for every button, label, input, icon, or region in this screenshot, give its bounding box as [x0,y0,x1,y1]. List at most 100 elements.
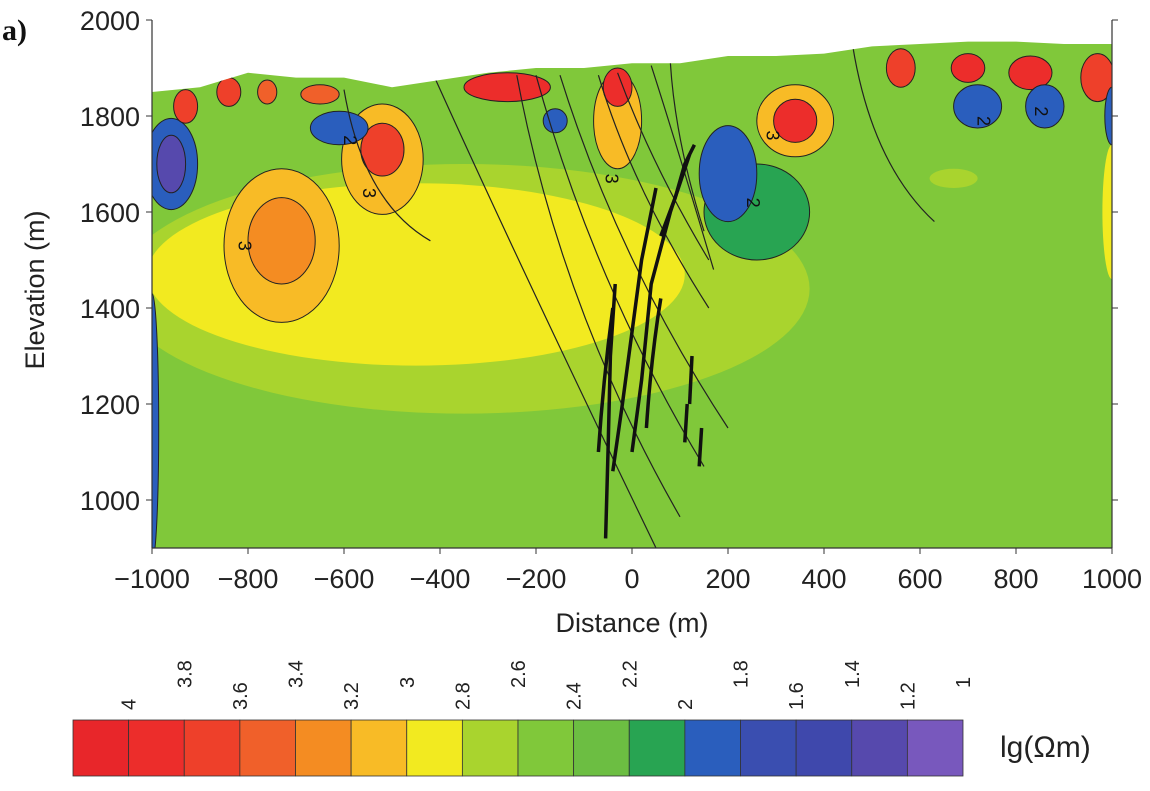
colorbar-label: 3 [397,677,419,688]
colorbar-label: 1.2 [897,682,919,710]
colorbar-swatch [350,719,408,777]
contour-label: 2 [743,198,763,208]
colorbar-swatch [795,719,853,777]
colorbar-label: 3.6 [230,682,252,710]
contour-label: 3 [359,188,379,198]
anomaly [542,108,568,134]
orebody [687,355,694,405]
anomaly [1104,86,1112,146]
colorbar-swatch [239,719,296,777]
colorbar-label: 2.6 [508,660,530,688]
anomaly [602,67,633,107]
x-tick-label: 0 [624,564,639,594]
orebody [659,144,696,237]
x-tick-label: −800 [218,564,279,594]
contour-label: 2 [340,135,360,145]
x-tick-label: 600 [897,564,942,594]
contour-label: 3 [602,174,622,184]
y-axis-label: Elevation (m) [20,210,50,369]
borehole-trace [597,75,710,309]
anomaly [247,197,316,285]
colorbar-swatch [128,719,185,777]
colorbar-label: 2 [675,699,697,710]
anomaly [1102,144,1112,280]
anomaly [773,98,818,143]
colorbar-swatch [628,719,686,777]
colorbar-label: 2.4 [564,682,586,710]
colorbar-swatch [517,719,575,777]
x-axis-label: Distance (m) [555,608,708,638]
y-tick-label: 1200 [80,390,140,420]
borehole-trace [429,67,657,548]
contour-label: 2 [1031,106,1051,116]
panel-label: a) [2,14,27,47]
x-tick-label: 1000 [1082,564,1142,594]
orebody [697,427,704,467]
colorbar-swatch [851,719,908,777]
x-tick-label: −200 [506,564,567,594]
orebody [644,298,663,429]
colorbar-swatch [406,719,463,777]
orebody [611,187,658,472]
borehole-trace [559,75,729,429]
y-tick-label: 1800 [80,102,140,132]
colorbar-label: 4 [119,699,141,710]
anomaly [300,84,340,105]
colorbar-label: 3.2 [341,682,363,710]
y-tick-label: 1000 [80,486,140,516]
borehole-trace [535,75,705,467]
anomaly [309,110,369,146]
colorbar-label: 2.2 [619,660,641,688]
anomaly [950,53,986,83]
colorbar-swatch [740,719,797,777]
borehole-trace [516,75,681,518]
colorbar-label: 1 [953,677,975,688]
colorbar-swatch [295,719,352,777]
anomaly [360,122,405,177]
anomaly [463,72,551,103]
colorbar-swatch [461,719,519,777]
anomaly [173,89,199,124]
colorbar-swatch [573,719,630,777]
anomaly [1025,84,1065,129]
borehole-trace [669,63,705,232]
x-tick-label: −400 [410,564,471,594]
borehole-trace [343,89,431,242]
x-tick-label: 200 [705,564,750,594]
resistivity-field [152,41,1112,548]
colorbar-label: 1.6 [786,682,808,710]
anomaly [885,48,916,88]
orebody [596,307,615,453]
colorbar-label: 2.8 [452,682,474,710]
anomaly [156,134,187,194]
colorbar-swatch [183,719,241,777]
anomaly [698,125,758,223]
colorbar-label: 1.4 [842,660,864,688]
borehole-overlay: 3 3 2 3 2 3 2 2 [234,46,1051,548]
anomaly [257,79,278,105]
borehole-trace [617,72,710,261]
x-tick-label: 800 [993,564,1038,594]
x-tick-label: −1000 [114,564,190,594]
colorbar-label: 3.8 [174,660,196,688]
y-tick-label: 2000 [80,6,140,36]
y-tick-label: 1600 [80,198,140,228]
borehole-trace [852,46,935,223]
x-tick-label: 400 [801,564,846,594]
contour-label: 2 [974,116,994,126]
anomaly [1008,55,1053,91]
orebody [683,403,689,443]
y-tick-label: 1400 [80,294,140,324]
borehole-trace [650,65,715,270]
anomaly [929,168,978,188]
contour-label: 3 [762,130,782,140]
anomaly [953,84,1003,129]
contour-label: 3 [234,241,254,251]
colorbar-swatch [684,719,741,777]
x-tick-label: −600 [314,564,375,594]
colorbar: 4 3.8 3.6 3.4 3.2 3 2.8 2.6 2.4 2.2 2 1.8 1.6 1.4 1.2 1 [72,660,975,777]
colorbar-unit: lg(Ωm) [1000,731,1091,764]
anomaly [1080,53,1112,103]
colorbar-label: 3.4 [286,660,308,688]
